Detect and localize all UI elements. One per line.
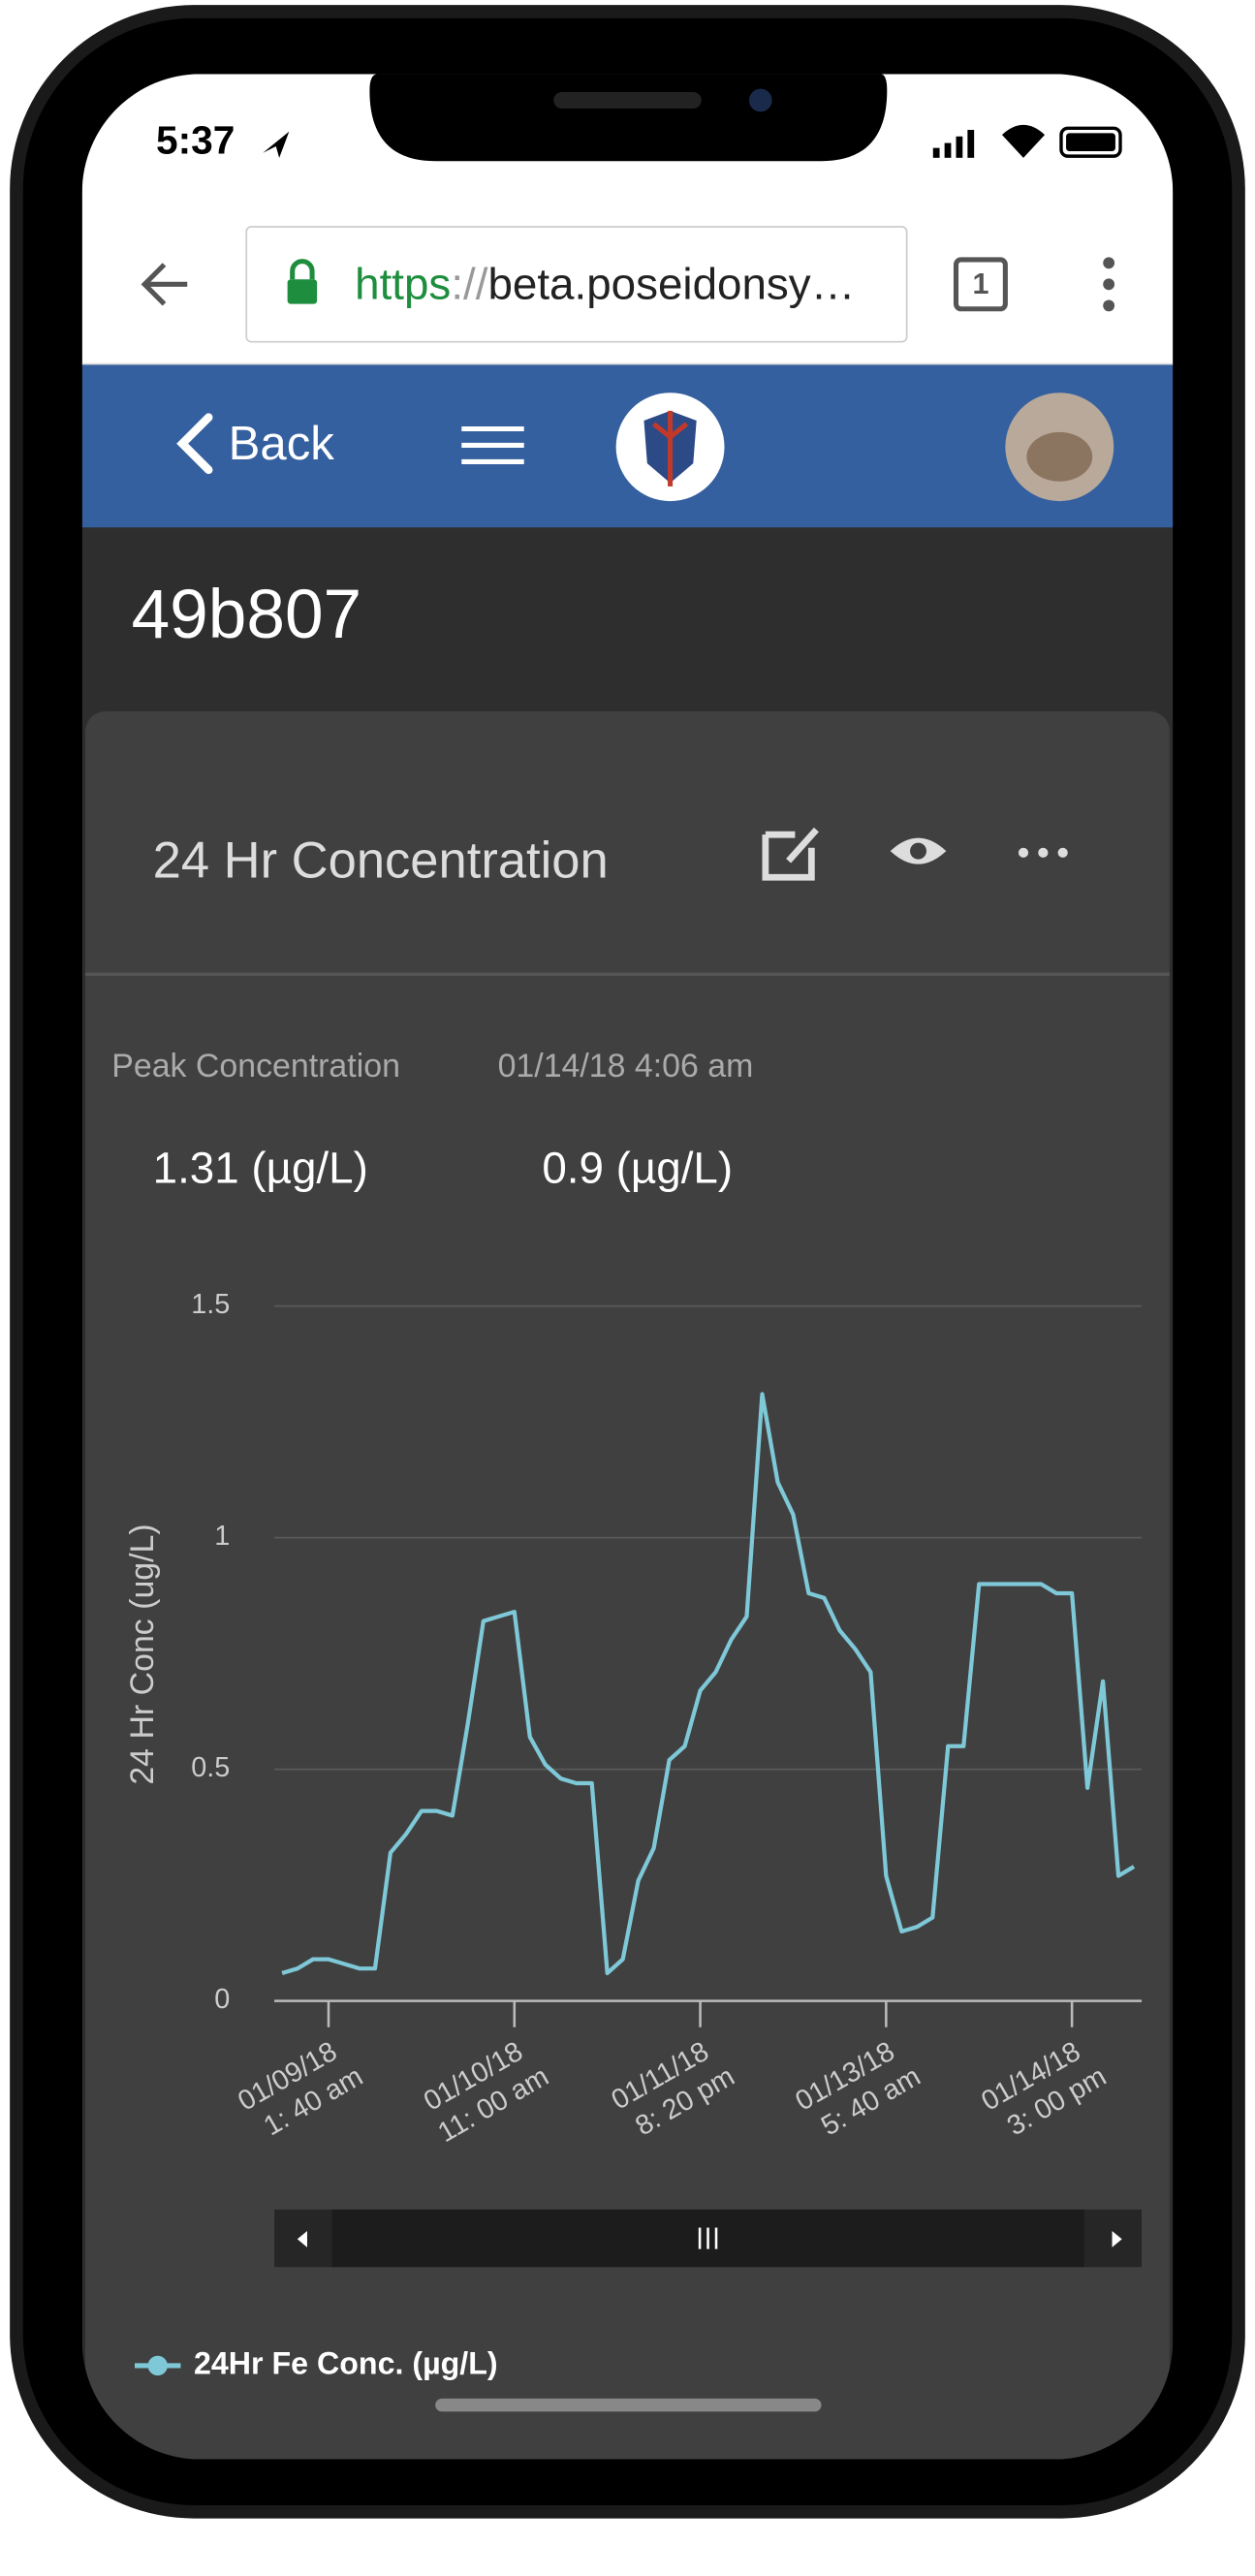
stat-label: Peak Concentration (111, 1048, 400, 1084)
scroll-left[interactable] (297, 2230, 307, 2247)
card-title: 24 Hr Concentration (153, 832, 609, 890)
hamburger-menu[interactable] (461, 425, 524, 464)
url-box[interactable] (245, 226, 908, 343)
url-rest: beta.poseidonsy… (487, 260, 855, 309)
stat-value: 1.31 (µg/L) (153, 1144, 368, 1193)
status-time: 5:37 (156, 117, 235, 162)
lock-icon (287, 279, 318, 304)
battery-icon (1059, 126, 1122, 158)
y-tick-label: 1.5 (191, 1289, 230, 1320)
y-tick-label: 0 (214, 1984, 230, 2015)
camera (748, 88, 772, 112)
lock-shackle (290, 259, 315, 280)
edit-icon[interactable] (762, 827, 819, 881)
divider (81, 362, 1174, 365)
legend-label: 24Hr Fe Conc. (µg/L) (194, 2345, 498, 2380)
speaker (553, 92, 702, 109)
logo-trident (652, 410, 689, 487)
browser-back[interactable] (141, 263, 188, 306)
page-title: 49b807 (132, 577, 362, 653)
data-line (281, 1392, 1136, 1976)
battery-level (1066, 133, 1115, 152)
more-menu[interactable] (1018, 847, 1068, 858)
location-icon (263, 131, 290, 158)
home-indicator (435, 2398, 822, 2412)
notch (320, 74, 888, 162)
scroll-grip (698, 2227, 718, 2249)
card-divider (85, 972, 1170, 976)
back-chevron[interactable] (176, 413, 213, 475)
legend-marker (147, 2355, 168, 2376)
legend: 24Hr Fe Conc. (µg/L) (134, 2345, 498, 2380)
y-tick-label: 0.5 (191, 1752, 230, 1783)
tab-count: 1 (972, 267, 988, 300)
y-axis-label: 24 Hr Conc (ug/L) (124, 1524, 161, 1784)
url-text: https://beta.poseidonsy… (355, 260, 855, 309)
browser-menu[interactable] (1103, 257, 1115, 312)
signal-icon (932, 130, 975, 158)
y-tick-label: 1 (214, 1521, 230, 1552)
avatar-face (1026, 431, 1093, 482)
view-pupil (910, 842, 926, 860)
card (85, 711, 1170, 2460)
tab-switcher[interactable] (953, 257, 1008, 312)
stat-value: 0.9 (µg/L) (542, 1144, 733, 1193)
back-button[interactable]: Back (229, 418, 335, 470)
wifi-icon (1001, 124, 1046, 158)
url-separator: :// (451, 260, 487, 309)
scroll-right[interactable] (1112, 2230, 1122, 2247)
stat-label: 01/14/18 4:06 am (498, 1048, 754, 1084)
url-scheme: https (355, 260, 451, 309)
